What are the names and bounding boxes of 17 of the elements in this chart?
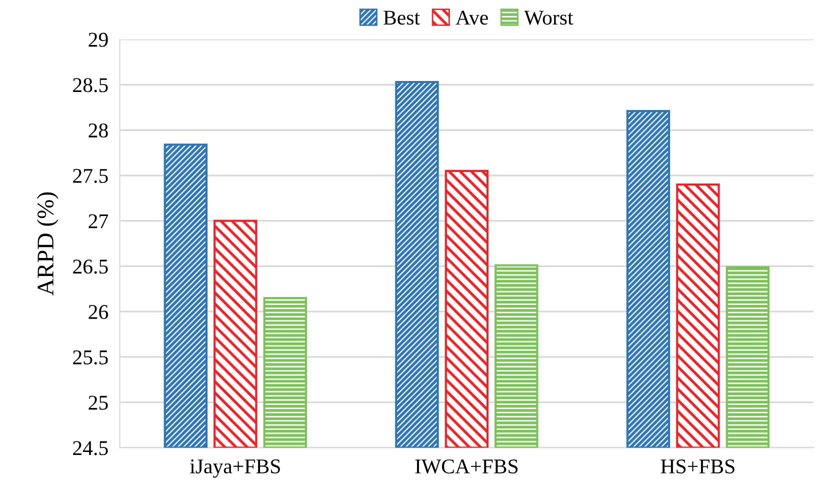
y-tick-label: 28.5 [73,78,108,92]
y-tick-label: 26 [88,305,108,320]
y-tick-label: 25 [88,396,108,410]
legend-label: Worst [524,10,574,25]
y-tick-label: 27 [88,214,108,228]
y-tick-label: 28 [88,123,108,138]
x-tick-label: HS+FBS [660,459,734,474]
y-tick-label: 25.5 [73,350,108,364]
legend-label: Best [384,10,420,25]
y-axis-title: ARPD (%) [36,192,58,296]
x-tick-label: iJaya+FBS [190,459,280,478]
legend-label: Ave [456,10,488,25]
y-tick-label: 27.5 [73,168,108,184]
y-tick-label: 24.5 [73,441,108,456]
y-tick-label: 29 [88,32,108,47]
x-tick-label: IWCA+FBS [415,459,518,474]
y-tick-label: 26.5 [73,260,108,274]
